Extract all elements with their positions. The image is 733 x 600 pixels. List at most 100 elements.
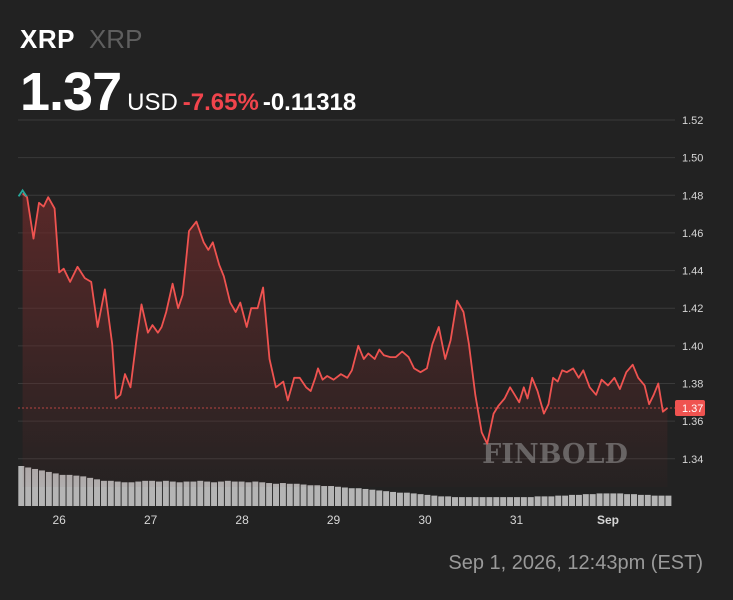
volume-bar (417, 494, 424, 506)
volume-bar (149, 480, 156, 506)
volume-bar (73, 475, 80, 506)
volume-bar (252, 481, 259, 506)
volume-bar (493, 497, 500, 506)
volume-bar (169, 481, 176, 506)
volume-bar (596, 493, 603, 506)
volume-bar (500, 497, 507, 506)
volume-bar (314, 485, 321, 506)
volume-bar (507, 497, 514, 506)
volume-bar (527, 497, 534, 506)
y-tick-label: 1.50 (682, 153, 703, 165)
volume-bar (569, 494, 576, 506)
volume-bar (190, 481, 197, 506)
volume-bar (658, 495, 665, 506)
x-tick-label: 28 (235, 513, 249, 527)
volume-bar (231, 481, 238, 506)
volume-bar (479, 497, 486, 506)
volume-bar (355, 488, 362, 506)
volume-bar (300, 484, 307, 506)
price-line (17, 188, 668, 445)
volume-bar (183, 481, 190, 506)
x-tick-label: Sep (597, 513, 619, 527)
current-price-badge (675, 399, 705, 416)
volume-bar (383, 491, 390, 506)
ticker-symbol: XRP (20, 24, 75, 54)
volume-bar (87, 477, 94, 506)
volume-bars (18, 466, 672, 506)
volume-bar (45, 471, 52, 506)
current-price-tag: 1.37 (18, 399, 705, 416)
y-tick-label: 1.42 (682, 303, 703, 315)
volume-bar (259, 482, 266, 506)
asset-name: XRP (88, 24, 143, 54)
volume-bar (369, 489, 376, 506)
volume-bar (142, 480, 149, 506)
volume-bar (114, 481, 121, 506)
volume-bar (589, 494, 596, 506)
volume-bar (94, 479, 101, 506)
volume-bar (162, 480, 169, 506)
x-tick-label: 31 (510, 513, 524, 527)
x-tick-label: 27 (144, 513, 158, 527)
volume-bar (520, 497, 527, 506)
volume-bar (431, 495, 438, 506)
volume-bar (445, 496, 452, 506)
y-tick-label: 1.46 (682, 228, 703, 240)
volume-bar (176, 482, 183, 506)
x-tick-label: 29 (327, 513, 341, 527)
volume-bar (617, 493, 624, 506)
volume-bar (121, 482, 128, 506)
change-absolute: -0.11318 (262, 89, 357, 116)
volume-bar (424, 494, 431, 506)
volume-bar (541, 496, 548, 506)
volume-bar (128, 482, 135, 506)
y-axis: 1.52 1.50 1.48 1.46 1.44 1.42 1.40 1.38 1.36 1.34 (682, 115, 703, 466)
price-area (22, 193, 668, 487)
volume-bar (582, 494, 589, 506)
y-tick-label: 1.48 (682, 190, 703, 202)
volume-bar (665, 495, 672, 506)
volume-bar (307, 485, 314, 506)
volume-bar (52, 473, 59, 506)
volume-bar (376, 490, 383, 506)
volume-bar (273, 483, 279, 506)
volume-bar (513, 497, 520, 506)
volume-bar (603, 493, 610, 506)
volume-bar (534, 496, 541, 506)
volume-bar (486, 497, 493, 506)
volume-bar (362, 488, 369, 506)
volume-bar (624, 494, 631, 506)
volume-bar (328, 486, 335, 506)
y-tick-label: 1.40 (682, 341, 703, 353)
timestamp: Sep 1, 2026, 12:43pm (EST) (448, 552, 703, 574)
volume-bar (334, 486, 341, 506)
volume-bar (630, 494, 637, 506)
volume-bar (80, 476, 87, 506)
price-area-fill (22, 193, 668, 487)
volume-bar (555, 495, 562, 506)
volume-bar (59, 474, 66, 506)
volume-bar (396, 492, 403, 506)
change-percent: -7.65% (182, 89, 259, 116)
volume-bar (238, 481, 245, 506)
volume-bar (204, 481, 211, 506)
volume-bar (438, 496, 445, 506)
volume-bar (197, 480, 204, 506)
current-price: 1.37 (20, 62, 122, 122)
y-tick-label: 1.36 (682, 416, 703, 428)
currency-label: USD (127, 89, 178, 116)
volume-bar (32, 468, 39, 506)
price-row: 1.37 USD -7.65% -0.11318 (20, 65, 356, 119)
y-tick-label: 1.38 (682, 378, 703, 390)
volume-bar (644, 494, 651, 506)
volume-bar (452, 497, 458, 506)
volume-bar (38, 470, 45, 506)
start-marker-icon (17, 188, 28, 197)
volume-bar (472, 497, 479, 506)
volume-bar (66, 474, 73, 506)
volume-bar (224, 480, 231, 506)
volume-bar (18, 466, 25, 506)
volume-bar (390, 491, 397, 506)
price-series-line (22, 192, 668, 445)
volume-bar (135, 481, 142, 506)
